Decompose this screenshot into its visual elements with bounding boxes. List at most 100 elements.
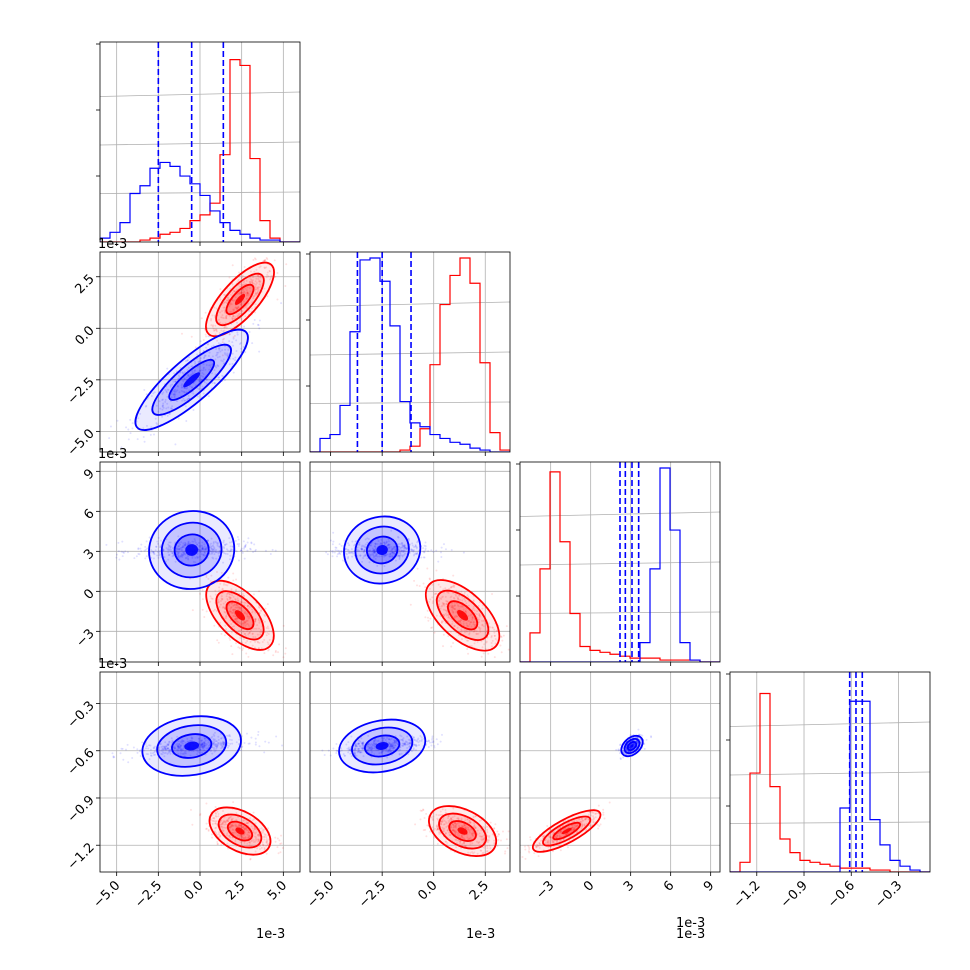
red-point — [243, 827, 246, 830]
blue-point — [226, 352, 229, 355]
blue-point — [175, 743, 178, 746]
blue-point — [398, 549, 401, 552]
blue-point — [374, 551, 377, 554]
red-point — [254, 258, 257, 261]
red-point — [235, 307, 238, 310]
blue-point — [177, 542, 180, 545]
blue-point — [168, 740, 171, 743]
blue-point — [360, 746, 363, 749]
red-point — [228, 596, 231, 599]
blue-point — [392, 744, 395, 747]
blue-point — [414, 739, 417, 742]
blue-point — [207, 354, 210, 357]
blue-point — [404, 742, 407, 745]
red-point — [279, 851, 282, 854]
blue-point — [375, 748, 378, 751]
red-point — [240, 834, 243, 837]
blue-point — [391, 552, 394, 555]
blue-point — [184, 543, 187, 546]
red-point — [232, 595, 235, 598]
red-point — [485, 825, 488, 828]
blue-point — [105, 543, 108, 546]
red-point — [454, 824, 457, 827]
red-point — [253, 646, 256, 649]
blue-point — [399, 553, 402, 556]
red-point — [254, 611, 257, 614]
red-point — [221, 314, 224, 317]
blue-point — [387, 750, 390, 753]
red-point — [232, 579, 235, 582]
blue-point — [212, 544, 215, 547]
blue-point — [177, 554, 180, 557]
red-point — [213, 314, 216, 317]
blue-point — [121, 555, 124, 558]
blue-point — [166, 395, 169, 398]
red-point — [466, 624, 469, 627]
blue-point — [198, 751, 201, 754]
red-point — [242, 300, 245, 303]
red-point — [224, 316, 227, 319]
red-point — [246, 292, 249, 295]
red-point — [248, 632, 251, 635]
red-point — [499, 839, 502, 842]
red-point — [513, 850, 515, 852]
blue-point — [229, 554, 232, 557]
red-point — [447, 615, 450, 618]
blue-point — [180, 548, 183, 551]
red-contour — [235, 827, 245, 835]
red-point — [264, 607, 267, 610]
red-point — [236, 834, 239, 837]
red-point — [256, 286, 259, 289]
blue-point — [191, 540, 194, 543]
red-point — [584, 829, 587, 832]
red-point — [435, 825, 438, 828]
red-point — [246, 833, 249, 836]
red-point — [244, 601, 247, 604]
red-point — [431, 601, 434, 604]
blue-point — [207, 741, 210, 744]
red-point — [571, 826, 574, 829]
y-tick-label: −2.5 — [65, 375, 98, 408]
red-point — [240, 291, 243, 294]
red-point — [449, 630, 452, 633]
red-point — [230, 602, 233, 605]
red-point — [477, 841, 480, 844]
red-point — [489, 847, 492, 850]
red-point — [457, 817, 460, 820]
blue-point — [408, 742, 411, 745]
blue-point — [225, 543, 228, 546]
blue-point — [357, 543, 360, 546]
blue-point — [401, 738, 404, 741]
blue-point — [362, 555, 365, 558]
red-point — [430, 816, 433, 819]
red-point — [452, 605, 455, 608]
red-point — [253, 257, 256, 260]
red-point — [442, 588, 445, 591]
red-point — [264, 631, 267, 634]
blue-point — [183, 377, 186, 380]
blue-point — [242, 547, 245, 550]
blue-point — [122, 758, 125, 761]
red-point — [452, 807, 455, 810]
red-point — [236, 314, 239, 317]
blue-point — [353, 748, 356, 751]
blue-point — [406, 735, 409, 738]
red-point — [274, 649, 277, 652]
red-point — [239, 824, 242, 827]
red-point — [203, 616, 206, 619]
red-point — [435, 569, 438, 572]
blue-point — [220, 737, 223, 740]
blue-point — [228, 537, 231, 540]
red-point — [451, 816, 454, 819]
red-point — [236, 617, 239, 620]
grid-line-y — [99, 141, 301, 146]
blue-point — [228, 733, 231, 736]
red-point — [245, 619, 248, 622]
red-point — [573, 820, 576, 823]
blue-point — [204, 549, 207, 552]
blue-point — [408, 744, 411, 747]
red-point — [469, 614, 472, 617]
red-point — [249, 857, 252, 860]
red-point — [481, 624, 484, 627]
blue-point — [213, 553, 216, 556]
